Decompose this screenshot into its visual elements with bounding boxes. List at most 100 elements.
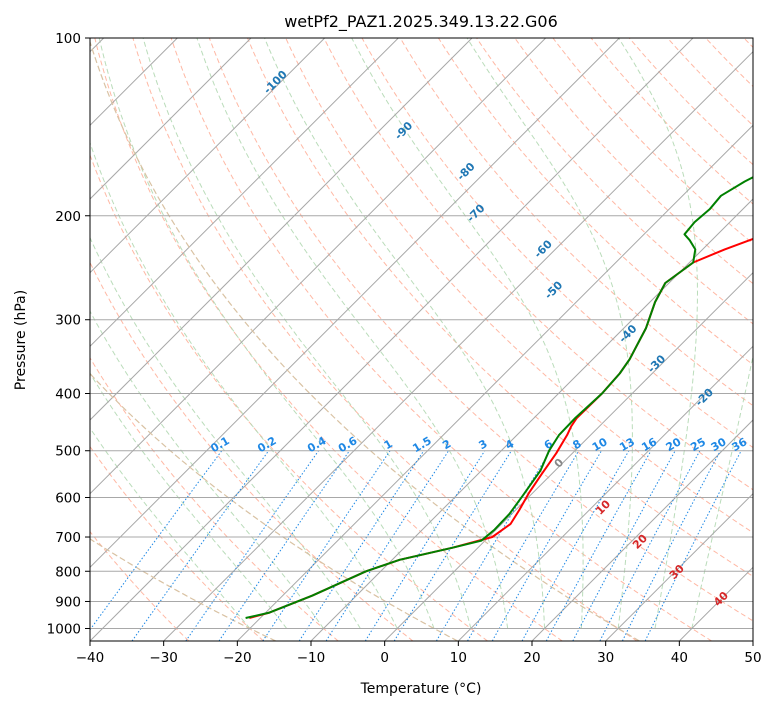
dry-adiabat xyxy=(208,38,753,622)
x-tick-label: 0 xyxy=(380,650,389,666)
y-tick-label: 900 xyxy=(55,594,81,610)
mixing-ratio-line xyxy=(262,450,391,641)
mixing-ratio-label: 2 xyxy=(440,437,453,452)
dry-adiabat xyxy=(90,153,488,641)
x-tick-label: −40 xyxy=(76,650,105,666)
mixing-ratio-line xyxy=(298,450,425,641)
isotherm-label: -100 xyxy=(261,68,290,97)
dry-adiabat xyxy=(514,38,753,285)
y-tick-label: 200 xyxy=(55,209,81,225)
y-tick-label: 600 xyxy=(55,490,81,506)
mixing-ratio-label: 3 xyxy=(476,437,489,452)
isotherm xyxy=(605,492,753,641)
isotherm xyxy=(90,38,694,641)
dry-adiabat xyxy=(132,38,638,641)
x-axis-label: Temperature (°C) xyxy=(360,681,482,697)
reference-lines xyxy=(90,38,753,641)
isotherm xyxy=(90,38,326,274)
y-tick-label: 1000 xyxy=(47,621,81,637)
moist-adiabat xyxy=(351,38,584,629)
theta-e-label: 20 xyxy=(630,532,650,552)
dry-adiabat xyxy=(705,38,753,88)
mixing-ratio-line xyxy=(621,450,721,641)
isotherm xyxy=(678,566,753,641)
reference-line-labels: -100-90-80-70-60-50-40-30-20-100.1 0.2 0.4… xyxy=(208,68,775,609)
moist-adiabat xyxy=(264,38,545,629)
isotherm xyxy=(236,124,753,641)
dewpoint-profile xyxy=(245,176,753,619)
isotherm xyxy=(752,640,753,641)
x-tick-label: 20 xyxy=(523,650,540,666)
isotherm xyxy=(90,38,547,495)
y-axis-label: Pressure (hPa) xyxy=(13,290,29,390)
mixing-ratio-line xyxy=(572,450,676,641)
isotherm xyxy=(531,419,753,641)
mixing-ratio-label: 30 xyxy=(709,435,729,454)
y-tick-label: 400 xyxy=(55,387,81,403)
dry-adiabat xyxy=(399,38,753,407)
dry-adiabat xyxy=(667,38,753,127)
x-tick-label: −20 xyxy=(223,650,252,666)
mixing-ratio-label: 25 xyxy=(688,435,708,454)
dry-adiabat xyxy=(247,38,753,577)
y-axis-ticks: 100 200 300 400 500 600 700 800 900 1000 xyxy=(47,31,90,637)
isotherm xyxy=(90,38,252,200)
moist-adiabat xyxy=(98,38,435,629)
dry-adiabat xyxy=(552,38,753,245)
y-tick-label: 300 xyxy=(55,313,81,329)
dry-adiabat xyxy=(90,261,414,641)
mixing-ratio-label: 0.1 xyxy=(208,434,231,455)
mixing-ratio-line xyxy=(131,450,270,641)
x-axis-ticks: −40 −30 −20 −10 0 10 20 30 40 50 xyxy=(76,641,762,666)
mixing-ratio-line xyxy=(185,450,320,641)
dry-adiabat xyxy=(743,38,753,49)
isotherm xyxy=(457,345,753,641)
moist-adiabat xyxy=(90,310,324,629)
mixing-ratio-line xyxy=(364,450,486,641)
isotherm xyxy=(384,271,753,641)
isotherm-label: -40 xyxy=(616,322,639,345)
mixing-ratio-label: 13 xyxy=(617,435,637,454)
mixing-ratio-label: 0.6 xyxy=(336,434,360,455)
moist-adiabat xyxy=(90,372,288,629)
x-tick-label: 10 xyxy=(450,650,467,666)
y-tick-label: 500 xyxy=(55,444,81,460)
dry-adiabat xyxy=(285,38,753,534)
mixing-ratio-line xyxy=(90,450,223,631)
y-tick-label: 800 xyxy=(55,564,81,580)
dry-adiabat xyxy=(90,356,339,641)
theta-e-curve xyxy=(90,40,640,641)
dry-adiabat xyxy=(90,445,264,641)
mixing-ratio-label: 1 xyxy=(382,437,395,452)
isotherm-label: -10 xyxy=(761,421,775,444)
isotherm xyxy=(163,50,753,641)
moist-adiabat xyxy=(691,353,753,629)
theta-e-label: 30 xyxy=(667,562,687,582)
isotherm xyxy=(90,38,473,421)
isotherm xyxy=(90,38,399,348)
dry-adiabat xyxy=(94,38,563,641)
mixing-ratio-line xyxy=(599,450,701,641)
moist-adiabat xyxy=(142,38,472,629)
dry-adiabat xyxy=(170,38,712,641)
x-tick-label: 50 xyxy=(744,650,761,666)
isotherm-label: -90 xyxy=(392,119,415,142)
isotherm-label: -60 xyxy=(532,237,555,260)
moist-adiabat xyxy=(90,141,398,629)
moist-adiabat xyxy=(466,38,633,629)
dry-adiabat xyxy=(90,530,190,641)
mixing-ratio-label: 16 xyxy=(639,435,659,454)
mixing-ratio-label: 36 xyxy=(730,435,750,454)
isotherm xyxy=(310,198,753,641)
x-tick-label: 40 xyxy=(671,650,688,666)
temperature-profile xyxy=(249,237,753,619)
sounding-profiles xyxy=(245,176,753,619)
moist-adiabat xyxy=(618,38,699,629)
dry-adiabat xyxy=(361,38,753,449)
mixing-ratio-label: 10 xyxy=(590,435,610,454)
isotherm-label: -70 xyxy=(464,201,487,224)
dry-adiabat xyxy=(437,38,753,366)
mixing-ratio-line xyxy=(393,450,512,641)
moist-adiabat xyxy=(196,38,509,629)
